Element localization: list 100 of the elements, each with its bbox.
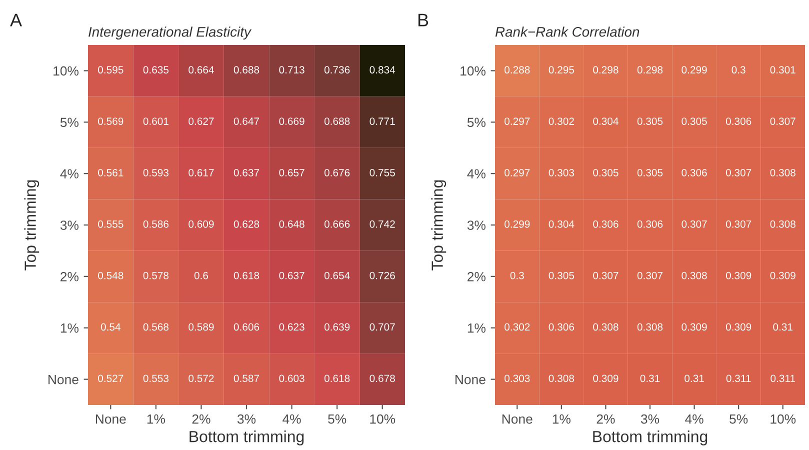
data-label: 0.309 [726,272,752,280]
data-label: 0.736 [324,66,350,74]
data-label: 0.54 [100,323,120,331]
y-tick-label: 2% [468,272,486,282]
data-label: 0.309 [770,272,796,280]
data-label: 0.303 [504,374,530,382]
data-label: 0.308 [770,220,796,228]
data-label: 0.578 [143,272,169,280]
x-tick-label: 5% [328,414,346,424]
data-label: 0.637 [234,168,260,176]
y-tick-label: None [456,374,486,384]
data-label: 0.307 [637,272,663,280]
x-tick-label: 4% [282,414,301,424]
data-label: 0.771 [370,118,395,125]
y-axis-title: Top trimming [431,180,446,270]
data-label: 0.303 [548,168,574,176]
data-label: 0.305 [593,168,618,176]
data-label: 0.308 [548,374,574,382]
data-label: 0.834 [370,66,396,74]
x-axis-title: Bottom trimming [593,430,708,446]
data-label: 0.308 [682,272,707,280]
data-label: 0.302 [548,118,574,125]
data-label: 0.589 [188,323,214,331]
x-tick-label: 3% [237,414,256,424]
text: B [418,14,428,26]
y-axis-title: Top trimming [24,180,40,270]
data-label: 0.6 [194,272,208,280]
data-label: 0.31 [640,374,660,382]
data-label: 0.309 [726,323,752,331]
y-tick-label: None [48,374,78,384]
y-tick-label: 1% [468,323,486,333]
data-label: 0.311 [770,374,795,382]
data-label: 0.587 [234,374,260,382]
text: A [10,14,22,26]
chart-title: Intergenerational Elasticity [88,26,252,40]
data-label: 0.688 [234,66,260,74]
data-label: 0.308 [770,168,796,176]
y-tick-label: 1% [60,323,79,333]
x-tick-label: 3% [640,414,660,424]
data-label: 0.3 [732,66,746,74]
data-label: 0.299 [682,66,707,74]
x-tick-label: 5% [730,414,748,424]
data-label: 0.561 [98,168,124,176]
data-label: 0.678 [370,374,395,382]
data-label: 0.306 [637,220,663,228]
data-label: 0.606 [234,323,260,331]
data-label: 0.707 [370,323,395,331]
x-tick-label: 10% [370,414,396,424]
data-label: 0.304 [593,118,618,125]
data-label: 0.309 [593,374,618,382]
data-label: 0.295 [548,66,574,74]
data-label: 0.297 [504,118,530,125]
data-label: 0.726 [370,272,395,280]
data-label: 0.308 [593,323,618,331]
data-label: 0.595 [98,66,124,74]
data-label: 0.3 [510,272,524,280]
data-label: 0.307 [726,220,752,228]
data-label: 0.569 [98,118,124,125]
chart-title: Rank−Rank Correlation [495,26,640,37]
y-tick-label: 2% [60,272,79,282]
x-tick-label: 10% [770,414,796,424]
data-label: 0.307 [593,272,618,280]
x-tick-label: 2% [596,414,615,424]
data-label: 0.306 [682,168,707,176]
data-label: 0.603 [279,374,304,382]
data-label: 0.586 [143,220,169,228]
data-label: 0.664 [188,66,214,74]
data-label: 0.302 [504,323,530,331]
data-label: 0.309 [682,323,707,331]
y-tick-label: 10% [460,66,486,76]
y-tick-label: 4% [467,169,486,178]
data-label: 0.755 [370,168,395,176]
data-label: 0.654 [324,272,350,280]
data-label: 0.666 [324,220,350,228]
data-label: 0.688 [324,118,350,125]
data-label: 0.628 [234,220,260,228]
data-label: 0.311 [726,374,751,382]
x-tick-label: 4% [685,414,704,424]
data-label: 0.297 [504,168,530,176]
data-label: 0.593 [143,168,169,176]
data-label: 0.635 [143,66,169,74]
data-label: 0.306 [548,323,574,331]
data-label: 0.31 [684,374,704,382]
y-tick-label: 3% [467,220,486,230]
data-label: 0.306 [726,118,752,125]
data-label: 0.647 [234,118,260,125]
data-label: 0.527 [98,374,124,382]
data-label: 0.298 [593,66,618,74]
data-label: 0.568 [143,323,169,331]
data-label: 0.305 [637,168,663,176]
data-label: 0.307 [770,118,796,125]
y-tick-label: 4% [60,169,79,178]
y-tick-label: 5% [467,118,486,128]
data-label: 0.639 [324,323,350,331]
data-label: 0.609 [188,220,214,228]
x-axis-title: Bottom trimming [190,430,304,446]
data-label: 0.553 [143,374,169,382]
data-label: 0.572 [188,374,214,382]
data-label: 0.713 [279,66,304,74]
x-tick-label: 2% [192,414,210,424]
